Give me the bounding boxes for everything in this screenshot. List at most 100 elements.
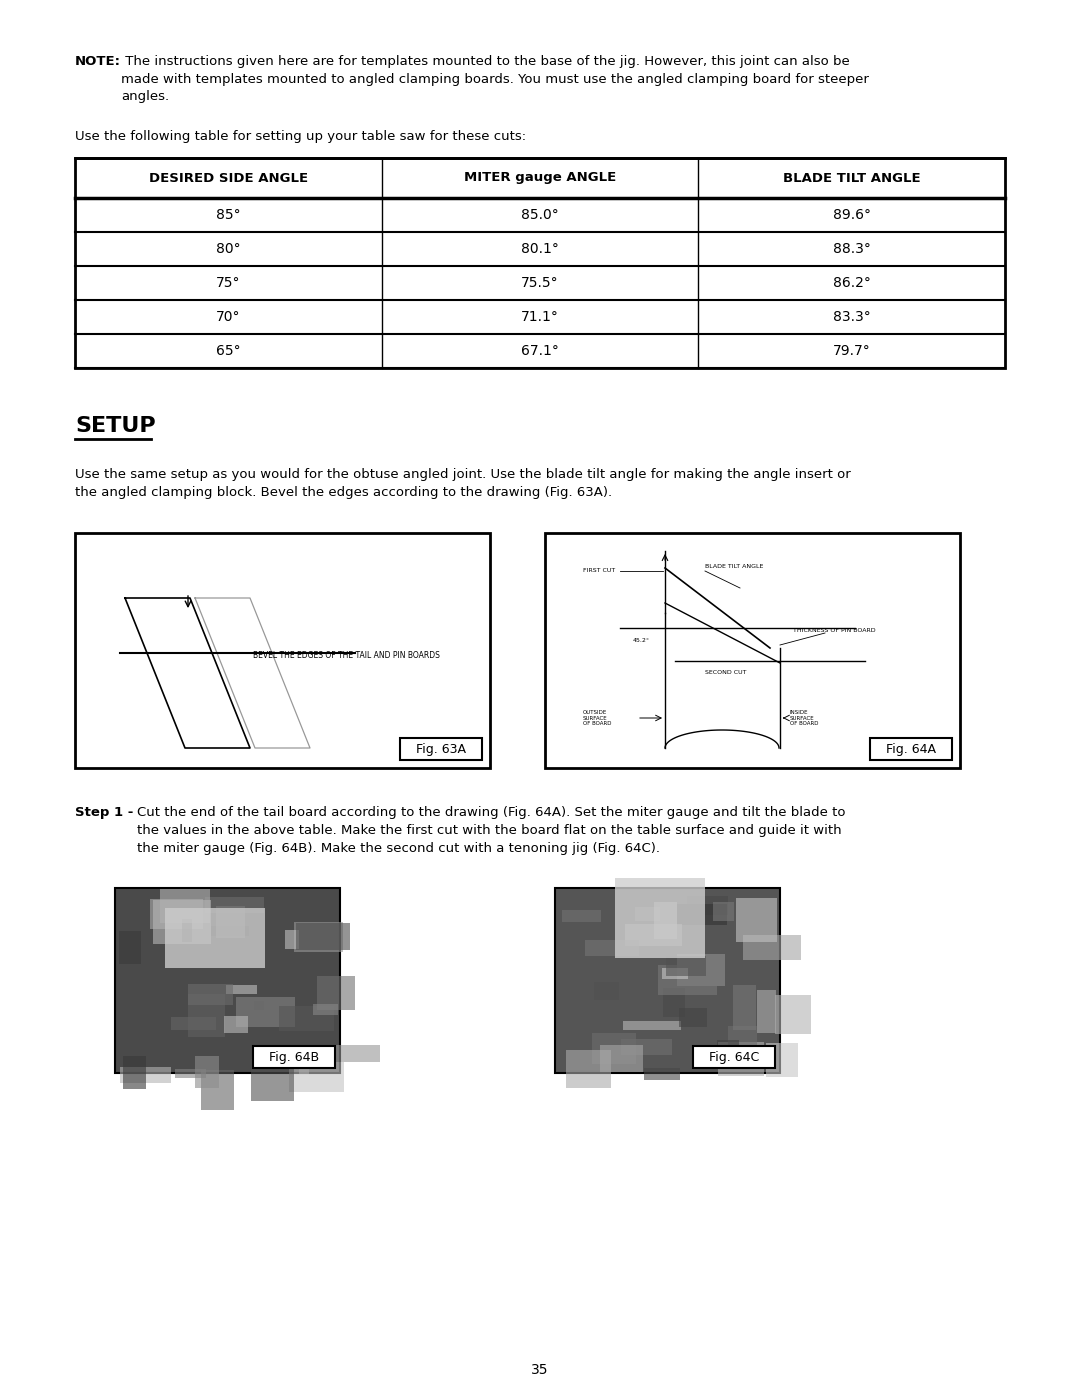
Bar (153, 900, 211, 944)
Text: Fig. 63A: Fig. 63A (416, 742, 465, 756)
Bar (75, 158, 1005, 367)
Text: SETUP: SETUP (75, 416, 156, 436)
Bar (237, 996, 295, 1027)
Bar (201, 1070, 234, 1109)
Text: Fig. 64A: Fig. 64A (886, 742, 936, 756)
Bar (662, 968, 688, 979)
Bar (687, 895, 728, 915)
Text: 71.1°: 71.1° (521, 310, 559, 324)
Bar (635, 907, 660, 921)
Bar (728, 1027, 757, 1052)
Bar (316, 977, 354, 1010)
Bar (663, 988, 685, 1017)
Text: 85°: 85° (216, 208, 241, 222)
Bar (181, 919, 192, 942)
Bar (653, 902, 677, 939)
Text: 88.3°: 88.3° (833, 242, 870, 256)
Text: INSIDE
SURFACE
OF BOARD: INSIDE SURFACE OF BOARD (789, 710, 819, 726)
Bar (563, 909, 600, 922)
Bar (189, 993, 225, 1037)
Text: MITER gauge ANGLE: MITER gauge ANGLE (464, 172, 616, 184)
Bar (205, 897, 264, 914)
Text: FIRST CUT: FIRST CUT (583, 569, 616, 574)
Text: Use the same setup as you would for the obtuse angled joint. Use the blade tilt : Use the same setup as you would for the … (75, 468, 851, 499)
Bar (566, 1049, 610, 1088)
Bar (743, 935, 801, 960)
Bar (279, 1006, 334, 1031)
Bar (592, 1034, 636, 1065)
Bar (717, 1042, 765, 1076)
Text: BLADE TILT ANGLE: BLADE TILT ANGLE (705, 563, 764, 569)
Bar (625, 923, 683, 946)
Text: 83.3°: 83.3° (833, 310, 870, 324)
Bar (75, 534, 490, 768)
Bar (585, 940, 638, 956)
Bar (600, 1045, 644, 1071)
Bar (160, 888, 211, 923)
Text: SECOND CUT: SECOND CUT (705, 671, 746, 676)
Text: The instructions given here are for templates mounted to the base of the jig. Ho: The instructions given here are for temp… (121, 54, 869, 103)
Bar (171, 1017, 216, 1031)
Bar (644, 1069, 680, 1080)
Text: Use the following table for setting up your table saw for these cuts:: Use the following table for setting up y… (75, 130, 526, 142)
Text: 35: 35 (531, 1363, 549, 1377)
Bar (545, 534, 960, 768)
Bar (299, 1048, 309, 1074)
Text: 65°: 65° (216, 344, 241, 358)
Text: 80°: 80° (216, 242, 241, 256)
Text: 85.0°: 85.0° (522, 208, 558, 222)
Text: Cut the end of the tail board according to the drawing (Fig. 64A). Set the miter: Cut the end of the tail board according … (137, 806, 846, 855)
Bar (175, 1069, 205, 1078)
Bar (296, 922, 350, 950)
Text: 75°: 75° (216, 277, 241, 291)
Bar (252, 1059, 294, 1101)
Text: Fig. 64B: Fig. 64B (269, 1051, 319, 1063)
Bar (623, 1021, 681, 1030)
Text: 89.6°: 89.6° (833, 208, 870, 222)
Text: 79.7°: 79.7° (833, 344, 870, 358)
Bar (757, 990, 775, 1032)
Bar (621, 1039, 672, 1055)
Bar (677, 954, 725, 986)
Bar (693, 1046, 775, 1067)
Bar (216, 905, 245, 939)
Bar (775, 995, 811, 1034)
Bar (313, 1003, 338, 1016)
Bar (733, 985, 756, 1030)
Bar (285, 930, 299, 949)
Bar (253, 1046, 335, 1067)
Text: NOTE:: NOTE: (75, 54, 121, 68)
Bar (658, 964, 717, 995)
Bar (114, 888, 340, 1073)
Bar (594, 982, 619, 1000)
Text: THICKNESS OF PIN BOARD: THICKNESS OF PIN BOARD (793, 627, 876, 633)
Text: BLADE TILT ANGLE: BLADE TILT ANGLE (783, 172, 920, 184)
Bar (211, 926, 249, 936)
Bar (188, 983, 233, 1006)
Text: OUTSIDE
SURFACE
OF BOARD: OUTSIDE SURFACE OF BOARD (583, 710, 611, 726)
Bar (400, 738, 482, 760)
Text: Step 1 -: Step 1 - (75, 806, 133, 819)
Bar (120, 1067, 172, 1083)
Bar (119, 930, 140, 964)
Bar (767, 1044, 798, 1077)
Bar (713, 902, 733, 921)
Bar (334, 1045, 380, 1062)
Bar (123, 1056, 146, 1088)
Bar (677, 904, 727, 925)
Bar (150, 898, 203, 929)
Text: 67.1°: 67.1° (521, 344, 559, 358)
Bar (717, 1041, 739, 1052)
Bar (870, 738, 951, 760)
Bar (254, 1002, 265, 1010)
Bar (165, 908, 265, 968)
Text: 45.2°: 45.2° (633, 638, 650, 644)
Bar (195, 1056, 219, 1088)
Text: 75.5°: 75.5° (522, 277, 558, 291)
Bar (615, 877, 705, 958)
Text: 80.1°: 80.1° (521, 242, 559, 256)
Bar (294, 922, 343, 951)
Bar (226, 985, 257, 993)
Text: Fig. 64C: Fig. 64C (708, 1051, 759, 1063)
Text: 70°: 70° (216, 310, 241, 324)
